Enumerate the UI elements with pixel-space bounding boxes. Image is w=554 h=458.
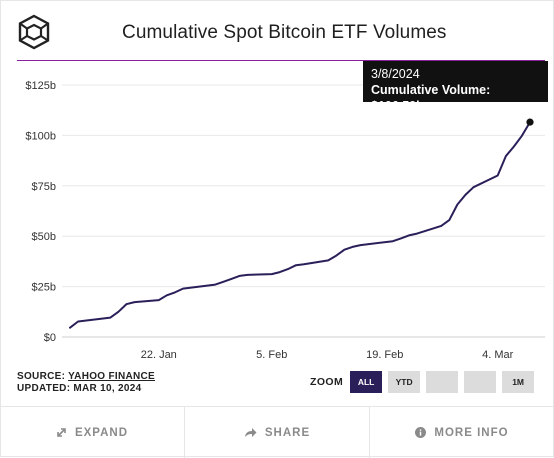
y-tick-label: $100b (25, 130, 56, 142)
data-tooltip: 3/8/2024 Cumulative Volume: $106.59b (363, 61, 548, 113)
tooltip-value: Cumulative Volume: $106.59b (371, 83, 491, 113)
x-tick-label: 4. Mar (482, 349, 514, 361)
more-info-button[interactable]: MORE INFO (369, 407, 554, 458)
source-prefix: SOURCE: (17, 371, 66, 382)
zoom-1m-button[interactable]: 1M (502, 371, 535, 393)
x-axis-ticks: 22. Jan 5. Feb 19. Feb 4. Mar (141, 349, 514, 361)
line-chart[interactable]: $0 $25b $50b $75b $100b $125b 22. Jan 5. Feb 19… (0, 62, 554, 362)
x-tick-label: 5. Feb (256, 349, 287, 361)
tooltip-date: 3/8/2024 (371, 67, 420, 81)
cube-logo-icon (18, 14, 50, 50)
expand-button[interactable]: EXPAND (0, 407, 184, 458)
share-icon (244, 427, 257, 438)
series-line[interactable] (69, 121, 531, 329)
zoom-blank-button-1[interactable] (426, 371, 459, 393)
highlighted-point[interactable] (526, 118, 534, 126)
source-line: SOURCE: YAHOO FINANCE (17, 371, 155, 383)
zoom-label: ZOOM (310, 376, 344, 388)
y-tick-label: $50b (32, 231, 56, 243)
grid-lines (62, 84, 545, 338)
x-tick-label: 19. Feb (366, 349, 403, 361)
zoom-all-button[interactable]: ALL (350, 371, 383, 393)
source-info: SOURCE: YAHOO FINANCE UPDATED: MAR 10, 2… (17, 371, 155, 395)
chart-title: Cumulative Spot Bitcoin ETF Volumes (122, 22, 447, 43)
expand-label: EXPAND (74, 426, 129, 439)
source-link[interactable]: YAHOO FINANCE (68, 371, 155, 382)
expand-icon (56, 427, 67, 438)
action-footer: EXPAND SHARE MORE INFO (0, 406, 554, 458)
x-tick-label: 22. Jan (141, 349, 177, 361)
y-tick-label: $125b (25, 80, 56, 92)
zoom-ytd-button[interactable]: YTD (388, 371, 421, 393)
share-button[interactable]: SHARE (184, 407, 369, 458)
y-tick-label: $75b (32, 181, 56, 193)
more-info-label: MORE INFO (434, 426, 509, 439)
title-divider (17, 60, 545, 61)
zoom-blank-button-2[interactable] (464, 371, 497, 393)
zoom-controls: ZOOM ALL YTD 1M (310, 371, 540, 393)
y-axis-ticks: $0 $25b $50b $75b $100b $125b (25, 80, 56, 344)
series-layer (69, 118, 534, 329)
y-tick-label: $0 (44, 332, 56, 344)
chart-header: Cumulative Spot Bitcoin ETF Volumes (0, 0, 554, 62)
share-label: SHARE (264, 426, 311, 439)
y-tick-label: $25b (32, 282, 56, 294)
info-icon (415, 427, 427, 438)
updated-date: UPDATED: MAR 10, 2024 (17, 383, 142, 394)
